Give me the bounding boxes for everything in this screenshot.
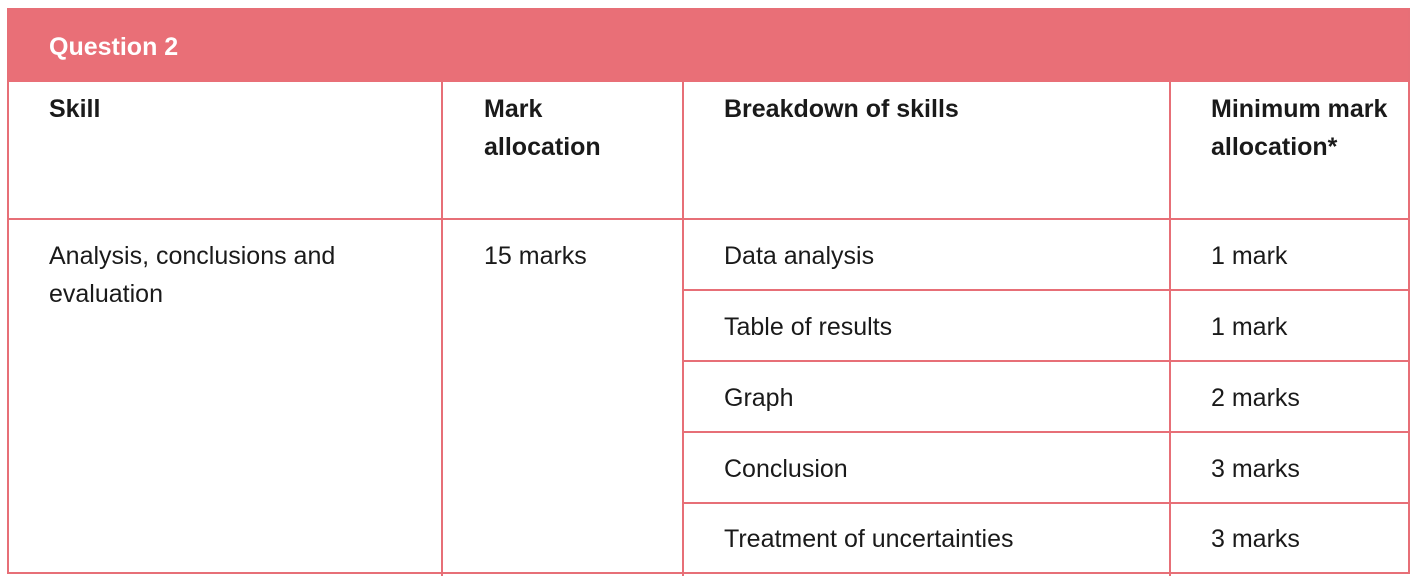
mark-allocation-cell: 15 marks: [484, 242, 587, 270]
row-divider: [682, 289, 1408, 291]
header-breakdown: Breakdown of skills: [724, 95, 959, 123]
header-minimum-mark: Minimum mark allocation*: [1211, 95, 1388, 161]
breakdown-item: Treatment of uncertainties: [724, 525, 1014, 553]
minimum-mark-value: 3 marks: [1211, 525, 1300, 553]
row-divider: [682, 360, 1408, 362]
header-mark-allocation: Mark allocation: [484, 95, 601, 161]
row-divider: [682, 431, 1408, 433]
header-skill: Skill: [49, 95, 101, 123]
breakdown-item: Table of results: [724, 313, 893, 341]
table-title-bar: Question 2: [9, 10, 1408, 82]
breakdown-item: Graph: [724, 384, 794, 412]
minimum-mark-value: 1 mark: [1211, 313, 1288, 341]
table-title: Question 2: [49, 33, 179, 61]
column-divider: [441, 82, 443, 576]
skill-cell: Analysis, conclusions and evaluation: [49, 242, 336, 308]
mark-scheme-table: Question 2 Skill Mark allocation Breakdo…: [7, 8, 1410, 576]
header-divider: [9, 218, 1408, 220]
minimum-mark-value: 1 mark: [1211, 242, 1288, 270]
breakdown-item: Data analysis: [724, 242, 875, 270]
row-divider: [682, 502, 1408, 504]
column-divider: [1169, 82, 1171, 576]
breakdown-item: Conclusion: [724, 455, 848, 483]
minimum-mark-value: 3 marks: [1211, 455, 1300, 483]
column-divider: [682, 82, 684, 576]
minimum-mark-value: 2 marks: [1211, 384, 1300, 412]
